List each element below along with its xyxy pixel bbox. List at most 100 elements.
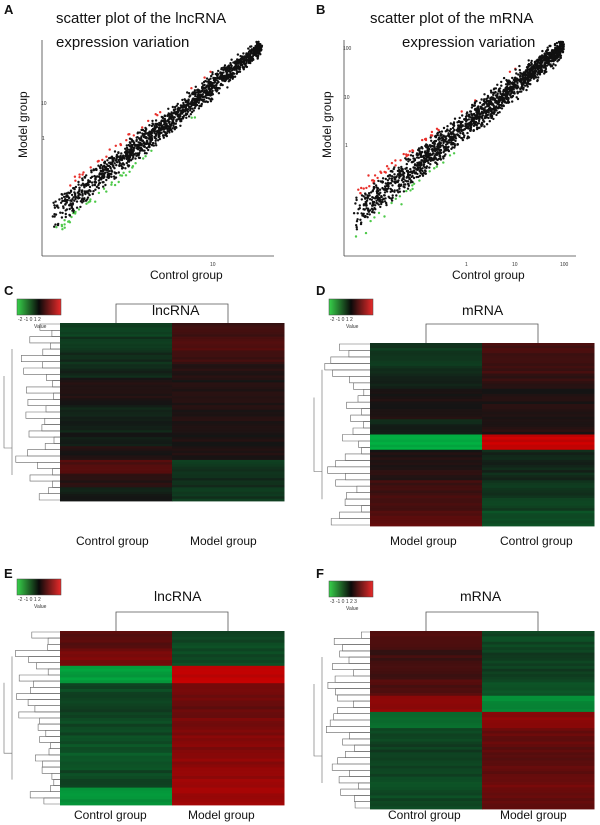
scatter-point — [458, 116, 461, 120]
heatmap-cell — [370, 503, 483, 507]
scatter-point — [79, 205, 82, 209]
heatmap-cell — [60, 384, 173, 388]
scatter-point — [237, 62, 240, 65]
scatter-point — [489, 107, 493, 111]
scatter-point — [472, 129, 475, 132]
scatter-point — [200, 98, 204, 102]
scatter-point — [247, 47, 250, 50]
scatter-point — [435, 165, 438, 168]
scatter-point — [155, 144, 158, 147]
scatter-point — [65, 194, 68, 198]
scatter-point — [480, 110, 484, 114]
scatter-point — [235, 69, 238, 72]
scatter-point — [78, 186, 81, 189]
panel-f-title: mRNA — [460, 588, 502, 604]
dendrogram-branch — [47, 668, 60, 676]
scatter-point — [447, 145, 450, 149]
scatter-point — [202, 98, 206, 101]
heatmap-cell — [370, 360, 483, 364]
scatter-point — [520, 81, 523, 84]
scatter-point — [127, 143, 130, 147]
heatmap-cell — [482, 378, 595, 382]
heatmap-cell — [172, 660, 285, 664]
scatter-point — [452, 130, 455, 133]
scatter-point — [371, 210, 374, 214]
scatter-point — [53, 225, 56, 228]
scatter-point — [415, 164, 418, 167]
heatmap-cell — [172, 749, 285, 754]
scatter-point — [81, 192, 84, 196]
scatter-point — [147, 145, 150, 148]
heatmap-cell — [370, 376, 483, 379]
heatmap-cell — [370, 666, 483, 670]
scatter-point — [561, 41, 565, 44]
heatmap-cell — [482, 765, 595, 769]
scatter-point — [142, 135, 146, 139]
scatter-point — [206, 93, 210, 97]
heatmap-cell — [482, 434, 595, 438]
scatter-point — [390, 201, 393, 205]
heatmap-cell — [482, 787, 595, 791]
scatter-point — [518, 90, 522, 93]
scatter-point — [518, 64, 521, 68]
scatter-point — [373, 174, 377, 177]
heatmap-cell — [172, 726, 285, 730]
scatter-point — [71, 198, 74, 201]
panel-b-xlabel: Control group — [452, 268, 525, 282]
scatter-point — [400, 165, 403, 169]
scatter-point — [211, 71, 214, 74]
heatmap-cell — [482, 480, 595, 484]
dendrogram-trunk — [3, 656, 13, 780]
scatter-point — [125, 144, 128, 147]
scatter-point — [245, 60, 248, 64]
scatter-point — [516, 91, 519, 94]
heatmap-cell — [172, 334, 285, 338]
heatmap-cell — [482, 383, 595, 387]
scatter-point — [409, 189, 412, 192]
scatter-point — [229, 62, 232, 65]
heatmap-cell — [60, 758, 173, 762]
heatmap-cell — [482, 687, 595, 691]
scatter-point — [245, 58, 248, 62]
scatter-point — [468, 121, 471, 125]
scatter-point — [192, 97, 195, 101]
heatmap-cell — [172, 396, 285, 399]
heatmap-cell — [370, 776, 483, 780]
scatter-point — [433, 154, 436, 158]
heatmap-cell — [60, 332, 173, 335]
heatmap-cell — [482, 800, 595, 805]
scatter-point — [94, 200, 97, 203]
heatmap-cell — [482, 355, 595, 359]
scatter-point — [477, 119, 481, 123]
heatmap-cell — [482, 639, 595, 643]
scatter-point — [142, 133, 145, 136]
heatmap-cell — [60, 373, 173, 376]
heatmap-cell — [172, 723, 285, 728]
scatter-point — [203, 95, 207, 98]
scatter-point — [378, 188, 382, 191]
heatmap-cell — [370, 462, 483, 466]
scatter-point — [418, 170, 421, 173]
heatmap-cell — [60, 761, 173, 765]
scatter-point — [118, 163, 121, 167]
scatter-point — [504, 83, 508, 86]
scatter-point — [128, 133, 131, 136]
heatmap-cell — [370, 431, 483, 435]
scatter-point — [130, 151, 133, 155]
heatmap-cell — [172, 747, 285, 751]
scatter-point — [153, 125, 156, 128]
heatmap-cell — [370, 477, 483, 481]
scatter-point — [454, 139, 457, 143]
scatter-point — [243, 55, 246, 58]
scatter-point — [154, 119, 158, 122]
scatter-point — [373, 197, 377, 200]
scatter-point — [511, 100, 514, 103]
scatter-point — [394, 164, 397, 167]
dendrogram-branch — [27, 399, 60, 406]
scatter-point — [169, 124, 173, 127]
heatmap-cell — [482, 663, 595, 667]
scatter-point — [228, 78, 231, 82]
heatmap-cell — [172, 755, 285, 759]
heatmap-cell — [482, 368, 595, 372]
scatter-point — [449, 127, 452, 131]
